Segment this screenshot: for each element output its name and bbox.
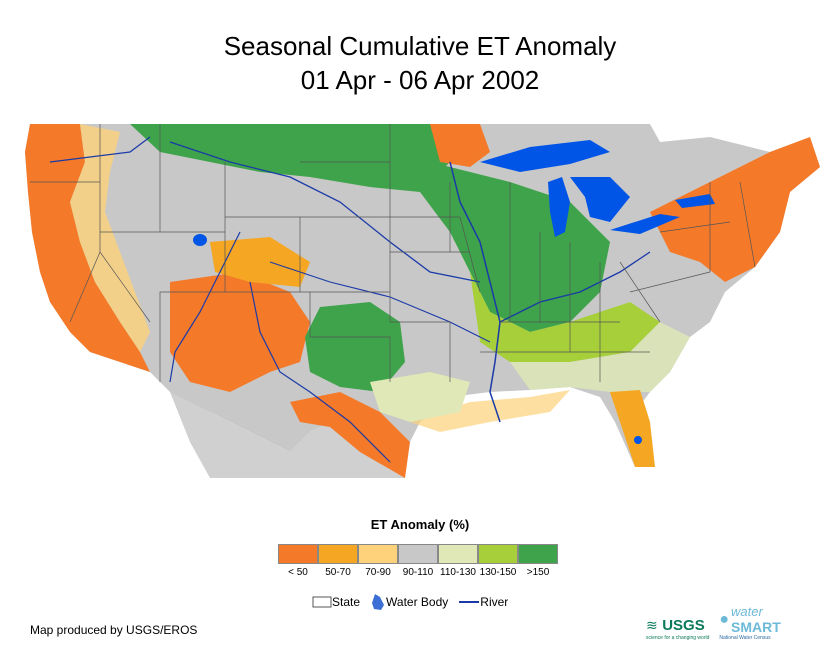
lake-okeechobee: [634, 436, 642, 444]
southern-plains-green: [305, 302, 405, 392]
key-water-body-label: Water Body: [386, 595, 449, 609]
legend-swatch-130-150: [478, 544, 518, 564]
watersmart-logo: ● water SMART National Water Census: [719, 604, 780, 641]
legend-swatch-70-90: [358, 544, 398, 564]
rio-grande: [249, 281, 391, 463]
legend-label: 50-70: [325, 567, 351, 578]
west-coast-anomaly: [25, 124, 150, 372]
mississippi-river: [449, 161, 501, 423]
water-body-icon: [372, 594, 385, 610]
lake-michigan: [548, 177, 570, 237]
water-drop-icon: ●: [719, 610, 730, 628]
legend-swatch-110-130: [438, 544, 478, 564]
texas-anomaly: [290, 392, 410, 478]
legend-label: 130-150: [479, 567, 517, 578]
lake-superior: [480, 140, 610, 172]
northeast-anomaly: [650, 137, 820, 282]
texas-lightgreen: [370, 372, 470, 422]
ohio-river: [499, 251, 651, 323]
gulf-coast-light: [410, 390, 570, 432]
mexico-fringe: [170, 392, 405, 478]
key-river: River: [458, 595, 508, 609]
map-credit: Map produced by USGS/EROS: [30, 623, 198, 637]
four-corners-anomaly: [210, 237, 310, 287]
missouri-river: [169, 141, 481, 283]
key-state-label: State: [332, 595, 361, 609]
watersmart-top: water: [731, 604, 763, 619]
legend-label: 110-130: [440, 567, 476, 578]
legend-swatch-gt150: [518, 544, 558, 564]
west-coast-light: [70, 124, 150, 352]
map-key: State Water Body River: [312, 593, 518, 611]
logos: ≋ USGS science for a changing world ● wa…: [646, 604, 781, 641]
legend-label: >150: [526, 567, 550, 578]
river-line-icon: [459, 601, 480, 603]
usgs-tagline: science for a changing world: [646, 635, 710, 641]
legend-label: < 50: [288, 567, 308, 578]
watersmart-tagline: National Water Census: [719, 635, 771, 641]
usgs-logo: ≋ USGS science for a changing world: [646, 617, 709, 641]
map-title-line2: 01 Apr - 06 Apr 2002: [300, 65, 540, 95]
legend-label: 90-110: [402, 567, 434, 578]
legend-swatch-50-70: [318, 544, 358, 564]
legend-labels: < 50 50-70 70-90 90-110 110-130 130-150 …: [278, 567, 558, 578]
et-anomaly-map: [25, 124, 820, 478]
key-river-label: River: [480, 595, 509, 609]
upper-great-lakes-orange: [430, 124, 490, 167]
legend-label: 70-90: [365, 567, 391, 578]
florida-anomaly: [610, 390, 655, 467]
legend-swatch-lt50: [278, 544, 318, 564]
map-title-line1: Seasonal Cumulative ET Anomaly: [223, 31, 617, 61]
usgs-wordmark: USGS: [662, 617, 705, 634]
key-water-body: Water Body: [370, 593, 448, 611]
northern-plains-green: [130, 124, 450, 192]
state-symbol-icon: [312, 596, 332, 608]
usgs-wave-icon: ≋: [646, 617, 658, 633]
state-borders: [30, 124, 756, 382]
great-salt-lake: [193, 234, 207, 246]
columbia-river: [49, 136, 151, 163]
legend-title: ET Anomaly (%): [370, 517, 470, 532]
colorado-river: [169, 231, 241, 383]
watersmart-main: SMART: [731, 619, 781, 635]
lake-ontario: [675, 194, 715, 208]
lake-huron: [570, 177, 630, 222]
lake-erie: [610, 214, 680, 234]
legend-swatch-90-110: [398, 544, 438, 564]
legend-swatches: [278, 544, 558, 564]
key-state: State: [312, 595, 360, 609]
midwest-lightgreen: [470, 272, 660, 362]
